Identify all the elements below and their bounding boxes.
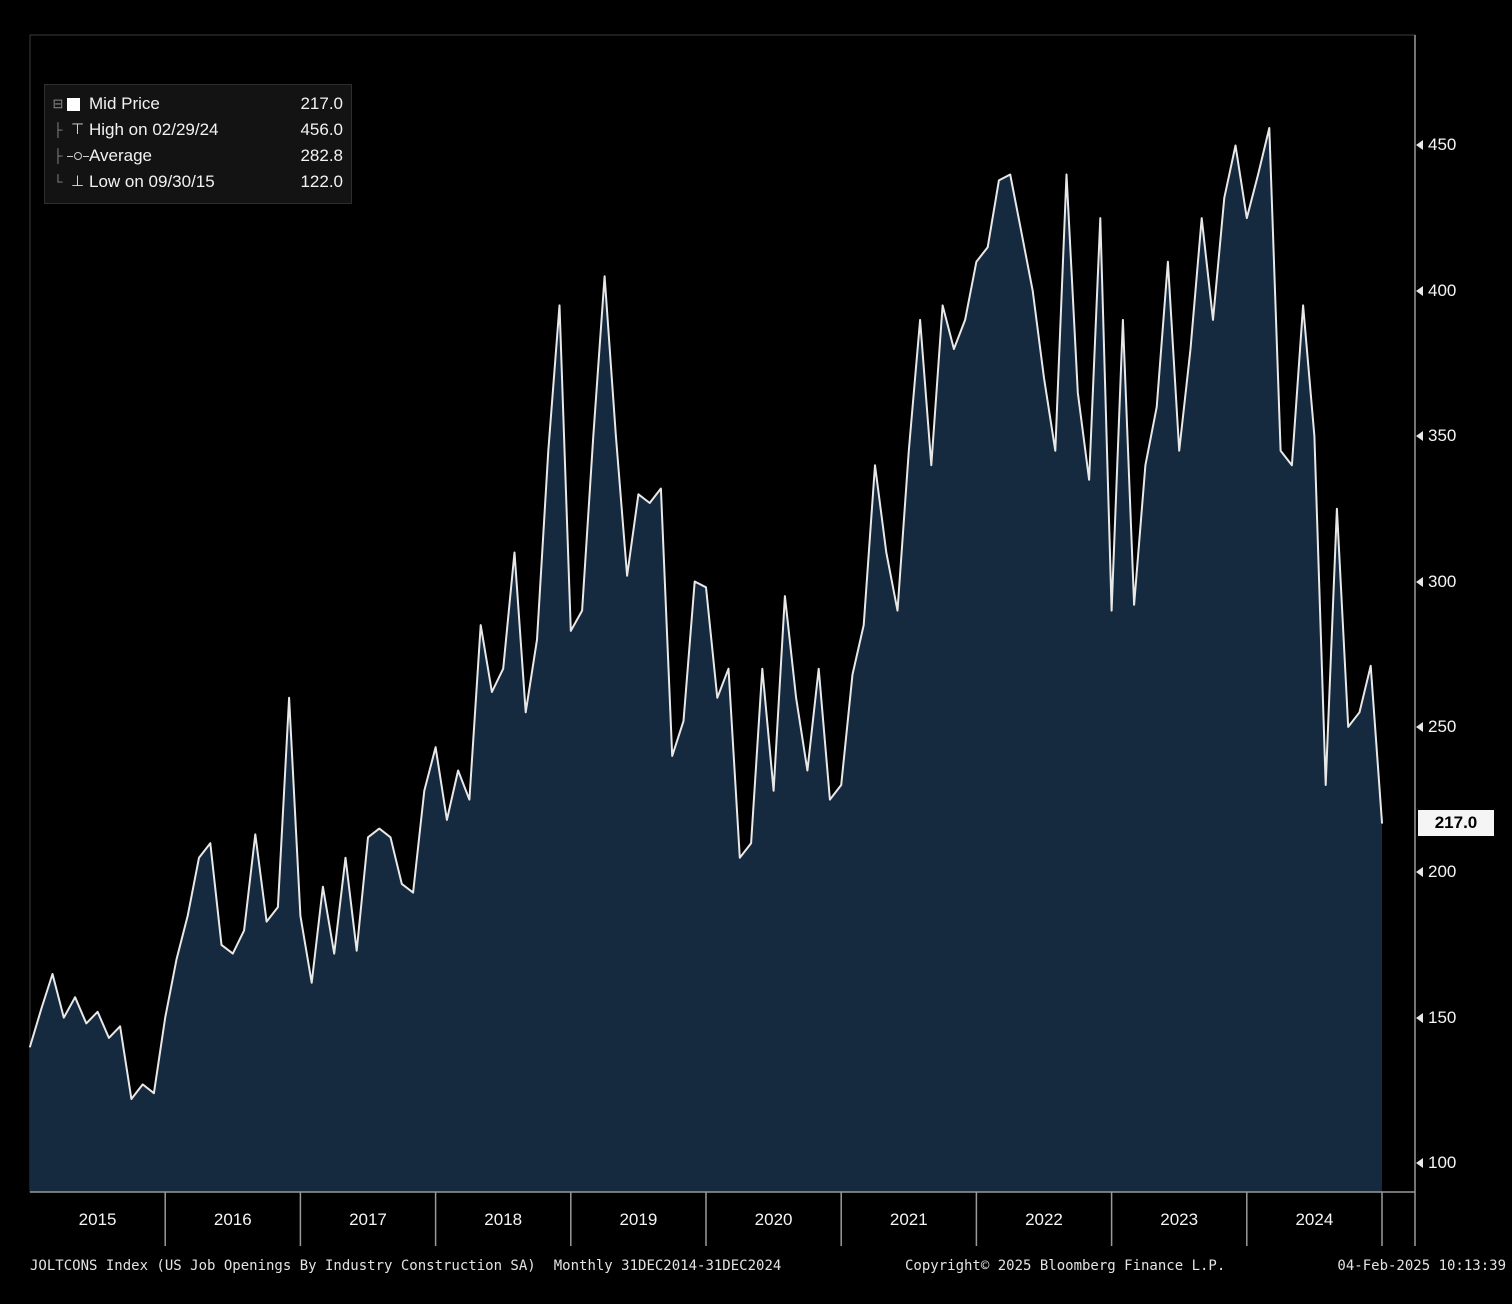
year-tick-marks <box>164 1192 1383 1246</box>
y-tick-label: 150 <box>1416 1008 1456 1028</box>
year-label: 2018 <box>484 1210 523 1229</box>
legend-row-average[interactable]: ├ Average 282.8 <box>51 143 343 169</box>
year-label: 2019 <box>619 1210 658 1229</box>
year-label: 2015 <box>78 1210 117 1229</box>
tick-pointer-icon <box>1416 431 1423 442</box>
legend-label: Low on 09/30/15 <box>89 172 215 191</box>
year-label: 2021 <box>889 1210 928 1229</box>
legend-value: 217.0 <box>300 94 343 113</box>
price-area <box>30 128 1382 1192</box>
year-label: 2023 <box>1160 1210 1199 1229</box>
legend-value: 282.8 <box>300 146 343 165</box>
year-label: 2017 <box>349 1210 387 1229</box>
tick-pointer-icon <box>1416 721 1423 732</box>
legend-row-low[interactable]: └ ⊥ Low on 09/30/15 122.0 <box>51 169 343 195</box>
legend-value: 456.0 <box>300 120 343 139</box>
tick-pointer-icon <box>1416 1157 1423 1168</box>
status-bar: JOLTCONS Index (US Job Openings By Indus… <box>0 1252 1512 1282</box>
tick-pointer-icon <box>1416 576 1423 587</box>
collapse-box-icon[interactable]: ⊟ <box>52 96 64 111</box>
y-tick-label: 450 <box>1416 135 1456 155</box>
chart-legend[interactable]: ⊟ Mid Price 217.0 ├ ⊤ High on 02/29/24 45… <box>44 84 352 204</box>
y-tick-label: 250 <box>1416 717 1456 737</box>
price-line <box>29 127 1383 1100</box>
year-label: 2022 <box>1025 1210 1063 1229</box>
year-label: 2024 <box>1295 1210 1334 1229</box>
year-label: 2020 <box>754 1210 793 1229</box>
mid-price-swatch-icon <box>67 97 80 111</box>
tick-pointer-icon <box>1416 140 1423 151</box>
datetime-text: 04-Feb-2025 10:13:39 <box>1337 1258 1506 1274</box>
high-marker-icon: ⊤ <box>71 121 85 138</box>
y-tick-label: 200 <box>1416 862 1456 882</box>
tick-pointer-icon <box>1416 867 1423 878</box>
legend-row-mid-price[interactable]: ⊟ Mid Price 217.0 <box>51 91 343 117</box>
legend-label: Mid Price <box>89 94 160 113</box>
tick-pointer-icon <box>1416 285 1423 296</box>
legend-label: High on 02/29/24 <box>89 120 219 139</box>
legend-value: 122.0 <box>300 172 343 191</box>
tree-branch-icon: ├ <box>53 148 63 163</box>
security-description: JOLTCONS Index (US Job Openings By Indus… <box>30 1258 782 1274</box>
low-marker-icon: ⊥ <box>71 173 85 190</box>
legend-label: Average <box>89 146 153 165</box>
tick-pointer-icon <box>1416 1012 1423 1023</box>
copyright-text: Copyright© 2025 Bloomberg Finance L.P. <box>905 1258 1226 1274</box>
legend-row-high[interactable]: ├ ⊤ High on 02/29/24 456.0 <box>51 117 343 143</box>
last-price-tag: 217.0 <box>1418 809 1494 836</box>
tree-branch-icon: ├ <box>53 122 63 137</box>
tree-branch-icon: └ <box>53 174 63 189</box>
y-tick-label: 100 <box>1416 1153 1456 1173</box>
y-tick-label: 300 <box>1416 572 1456 592</box>
y-tick-label: 400 <box>1416 281 1456 301</box>
y-tick-label: 350 <box>1416 426 1456 446</box>
average-marker-icon <box>67 152 89 160</box>
year-label: 2016 <box>213 1210 252 1229</box>
